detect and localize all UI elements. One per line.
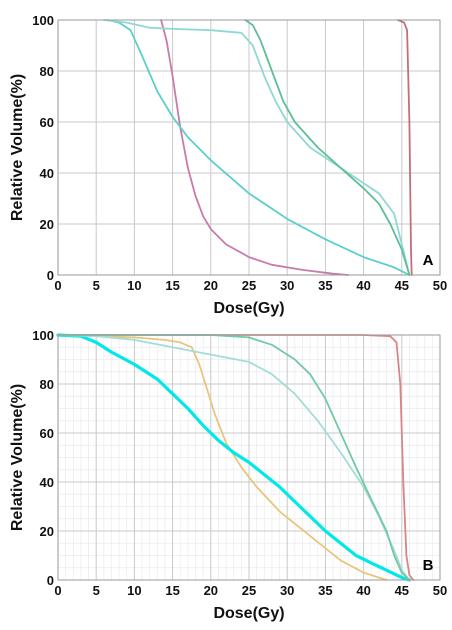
y-tick-label: 0 [47,573,54,588]
x-tick-label: 45 [395,278,409,293]
x-tick-label: 25 [242,583,256,598]
x-tick-label: 15 [165,583,179,598]
chart-panel-b: 0 5 10 15 20 25 30 35 40 45 50 0 20 40 60 80 100 Dose(Gy)… [9,328,447,622]
chart-panel-a: 0 5 10 15 20 25 30 35 40 45 50 0 20 40 60 80 100 Dose(Gy)… [9,13,447,317]
y-tick-label: 40 [40,475,54,490]
panel-label: B [423,557,434,574]
y-tick-label: 0 [47,268,54,283]
x-tick-label: 45 [395,583,409,598]
series-line-2 [57,334,388,581]
x-tick-label: 50 [433,278,447,293]
y-tick-label: 40 [40,166,54,181]
x-tick-label: 50 [433,583,447,598]
series-line-2 [160,19,350,276]
series-line-3 [106,19,411,276]
x-tick-label: 40 [356,278,370,293]
x-tick-label: 20 [204,583,218,598]
x-tick-label: 25 [242,278,256,293]
x-tick-label: 35 [318,583,332,598]
x-tick-label: 0 [54,278,61,293]
x-axis-title: Dose(Gy) [213,300,284,317]
x-tick-label: 0 [54,583,61,598]
x-axis-title: Dose(Gy) [213,605,284,622]
y-tick-label: 100 [32,328,54,343]
x-tick-label: 5 [93,278,100,293]
y-tick-label: 60 [40,426,54,441]
plot-frame [57,334,441,581]
x-tick-label: 10 [127,278,141,293]
y-tick-label: 80 [40,377,54,392]
panel-label: A [423,252,434,269]
series-line-1 [397,19,413,276]
y-tick-label: 60 [40,115,54,130]
x-tick-label: 20 [204,278,218,293]
y-tick-label: 20 [40,524,54,539]
x-tick-label: 5 [93,583,100,598]
plot-frame [57,19,441,276]
y-axis-title: Relative Volume(%) [9,74,26,221]
series-line-4 [102,19,411,276]
y-tick-label: 100 [32,13,54,28]
x-tick-label: 30 [280,278,294,293]
x-tick-label: 15 [165,278,179,293]
series-line-5 [244,19,411,276]
y-tick-label: 20 [40,217,54,232]
y-tick-label: 80 [40,64,54,79]
x-tick-label: 10 [127,583,141,598]
x-tick-label: 35 [318,278,332,293]
series-line-3 [56,333,411,582]
x-tick-label: 40 [356,583,370,598]
series-line-5 [57,334,411,581]
y-axis-title: Relative Volume(%) [9,384,26,531]
x-tick-label: 30 [280,583,294,598]
